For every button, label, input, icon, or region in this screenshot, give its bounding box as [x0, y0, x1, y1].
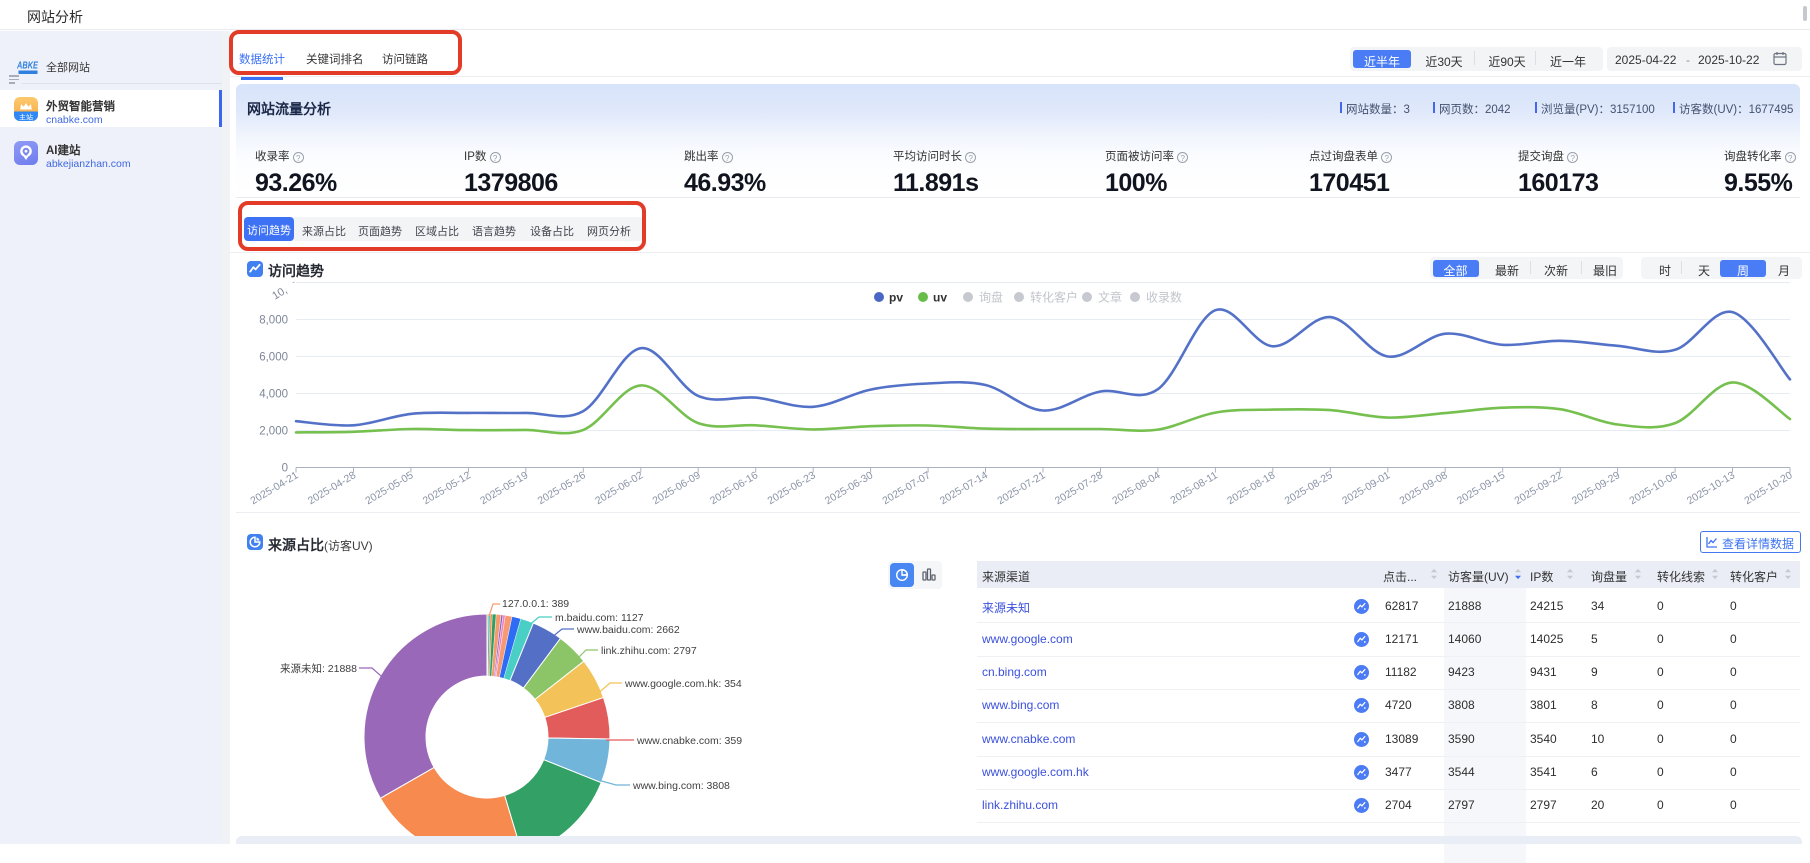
svg-text:文章: 文章	[1098, 290, 1122, 305]
svg-text:2025-10-13: 2025-10-13	[1685, 469, 1737, 507]
svg-text:127.0.0.1: 389: 127.0.0.1: 389	[502, 598, 569, 610]
svg-text:2025-10-20: 2025-10-20	[1742, 469, 1794, 507]
svg-text:2025-09-08: 2025-09-08	[1398, 469, 1450, 507]
svg-text:2025-09-01: 2025-09-01	[1340, 469, 1392, 507]
svg-text:主站: 主站	[19, 113, 33, 122]
svg-text:uv: uv	[933, 291, 947, 305]
svg-text:6,000: 6,000	[259, 352, 288, 364]
svg-text:pv: pv	[889, 291, 903, 305]
svg-text:2025-07-14: 2025-07-14	[938, 469, 990, 507]
svg-text:询盘: 询盘	[979, 290, 1003, 305]
svg-text:www.bing.com: 3808: www.bing.com: 3808	[632, 780, 730, 792]
svg-text:2025-06-30: 2025-06-30	[823, 469, 875, 507]
svg-text:2025-07-28: 2025-07-28	[1053, 469, 1105, 507]
svg-text:2025-09-22: 2025-09-22	[1513, 469, 1565, 507]
svg-text:转化客户: 转化客户	[1030, 290, 1078, 305]
svg-text:2025-06-23: 2025-06-23	[766, 469, 818, 507]
svg-text:2025-07-21: 2025-07-21	[995, 469, 1047, 507]
svg-text:link.zhihu.com: 2797: link.zhihu.com: 2797	[601, 645, 697, 657]
svg-text:2025-10-06: 2025-10-06	[1627, 469, 1679, 507]
svg-text:2025-07-07: 2025-07-07	[880, 469, 932, 507]
svg-text:2025-09-29: 2025-09-29	[1570, 469, 1622, 507]
svg-text:ˇ: ˇ	[292, 281, 298, 289]
svg-text:来源未知: 21888: 来源未知: 21888	[280, 662, 357, 675]
svg-text:2025-08-18: 2025-08-18	[1225, 469, 1277, 507]
svg-text:m.baidu.com: 1127: m.baidu.com: 1127	[555, 612, 644, 624]
svg-text:2025-08-04: 2025-08-04	[1110, 469, 1162, 507]
svg-text:2025-09-15: 2025-09-15	[1455, 469, 1507, 507]
svg-text:8,000: 8,000	[259, 315, 288, 327]
svg-text:2025-08-25: 2025-08-25	[1283, 469, 1335, 507]
svg-text:www.google.com.hk: 3544: www.google.com.hk: 3544	[624, 678, 742, 690]
svg-text:www.cnabke.com: 3590: www.cnabke.com: 3590	[636, 735, 742, 747]
svg-text:2,000: 2,000	[259, 426, 288, 438]
svg-text:收录数: 收录数	[1146, 290, 1182, 305]
svg-text:www.baidu.com: 2662: www.baidu.com: 2662	[576, 624, 680, 636]
svg-text:0: 0	[282, 463, 288, 475]
svg-text:2025-08-11: 2025-08-11	[1168, 469, 1220, 507]
svg-text:ABKE: ABKE	[17, 61, 38, 72]
svg-text:4,000: 4,000	[259, 389, 288, 401]
